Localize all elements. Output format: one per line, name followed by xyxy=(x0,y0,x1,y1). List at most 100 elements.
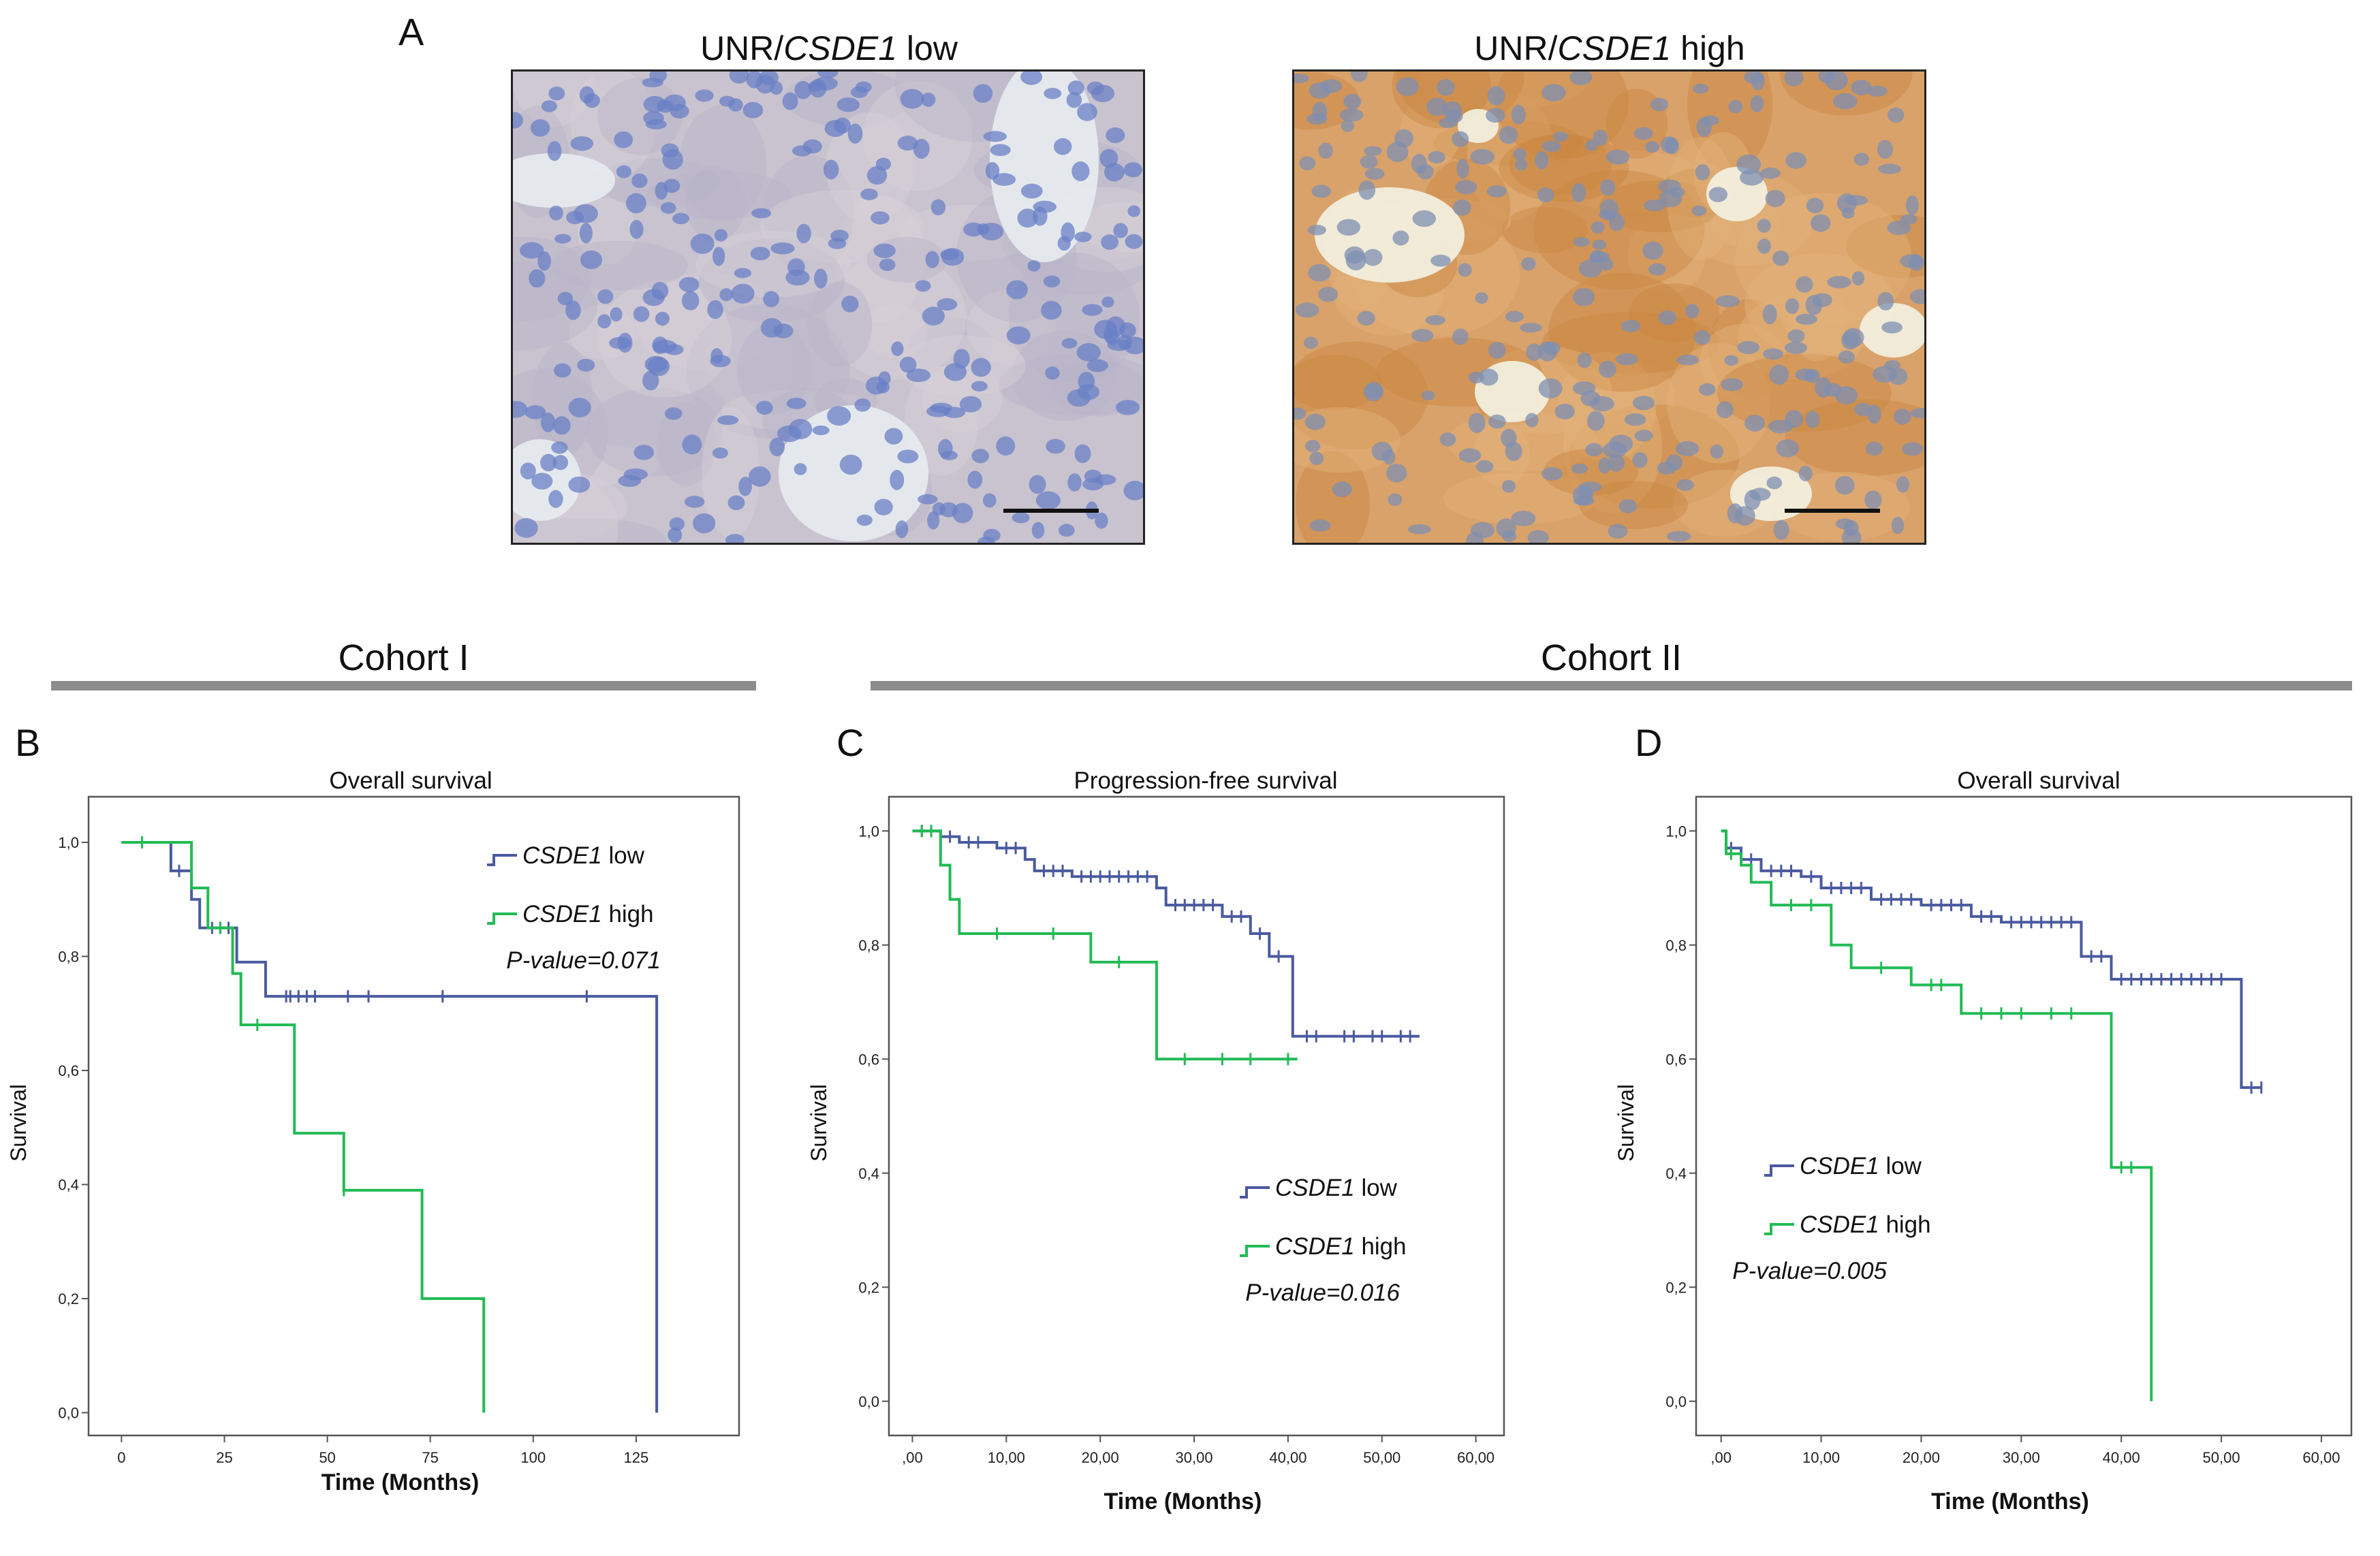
x-tick-label: 30,00 xyxy=(1176,1449,1213,1466)
nucleus xyxy=(751,208,772,219)
nucleus xyxy=(614,131,633,148)
nucleus xyxy=(865,377,888,395)
nucleus xyxy=(1513,148,1526,161)
nucleus xyxy=(1609,434,1633,454)
nucleus xyxy=(1768,419,1793,434)
nucleus xyxy=(1760,168,1781,179)
nucleus xyxy=(537,251,551,271)
nucleus xyxy=(839,454,862,475)
nucleus xyxy=(1437,79,1455,96)
nucleus xyxy=(1785,298,1800,315)
km-curve-high xyxy=(912,829,1298,1061)
nucleus xyxy=(1407,524,1431,535)
nucleus xyxy=(750,247,770,261)
nucleus xyxy=(1541,84,1566,101)
nucleus xyxy=(1364,168,1385,180)
nucleus xyxy=(1737,340,1760,354)
nucleus xyxy=(1765,189,1785,208)
nucleus xyxy=(925,251,939,268)
nucleus xyxy=(927,511,940,530)
x-tick-label: 0 xyxy=(117,1449,125,1466)
nucleus xyxy=(1041,300,1062,320)
nucleus xyxy=(1835,518,1854,530)
cohort-2-label: Cohort II xyxy=(1540,637,1682,678)
nucleus xyxy=(1364,146,1382,156)
nucleus xyxy=(1599,179,1616,196)
nucleus xyxy=(633,445,654,460)
image-title-low-suffix: low xyxy=(897,29,958,67)
y-tick-label: 0,6 xyxy=(1665,1051,1687,1068)
nucleus xyxy=(568,398,591,417)
nucleus xyxy=(1537,341,1558,362)
cohort-1-label: Cohort I xyxy=(338,637,469,678)
nucleus xyxy=(1624,413,1646,426)
nucleus xyxy=(1665,454,1682,471)
lumen xyxy=(990,72,1099,262)
nucleus xyxy=(1067,473,1082,492)
nucleus xyxy=(1841,528,1862,543)
stroma-patch xyxy=(1501,206,1588,253)
nucleus xyxy=(900,89,924,109)
nucleus xyxy=(1698,383,1716,396)
nucleus xyxy=(1496,518,1516,538)
nucleus xyxy=(895,520,909,539)
legend-symbol-high xyxy=(1240,1245,1270,1257)
nucleus xyxy=(1488,342,1506,359)
legend-symbol-low xyxy=(1240,1186,1270,1198)
nucleus xyxy=(554,234,571,244)
nucleus xyxy=(1071,161,1090,182)
nucleus xyxy=(1785,152,1807,169)
stroma-patch xyxy=(1008,253,1140,383)
nucleus xyxy=(1736,154,1761,175)
nucleus xyxy=(1020,183,1043,199)
nucleus xyxy=(529,269,546,288)
nucleus xyxy=(1336,219,1361,236)
nucleus xyxy=(990,144,1011,157)
stroma-patch xyxy=(1735,193,1912,327)
nucleus xyxy=(1585,443,1603,457)
nucleus xyxy=(1466,532,1484,543)
nucleus xyxy=(824,159,839,180)
chart-title: Progression-free survival xyxy=(1074,767,1337,794)
nucleus xyxy=(1412,210,1437,227)
nucleus xyxy=(1363,249,1383,266)
nucleus xyxy=(1308,264,1331,282)
nucleus xyxy=(1634,430,1653,442)
nucleus xyxy=(551,441,568,454)
nucleus xyxy=(1823,383,1843,397)
nucleus xyxy=(1843,195,1868,206)
stroma-patch xyxy=(836,195,926,322)
x-axis-label: Time (Months) xyxy=(1931,1489,2089,1514)
nucleus xyxy=(1571,182,1586,203)
nucleus xyxy=(1538,378,1563,398)
nucleus xyxy=(814,268,828,289)
nucleus xyxy=(959,396,982,413)
nucleus xyxy=(524,405,546,419)
nucleus xyxy=(1659,189,1682,208)
nucleus xyxy=(1452,328,1469,345)
y-axis-label: Survival xyxy=(807,1084,831,1162)
nucleus xyxy=(1650,97,1669,112)
nucleus xyxy=(1648,263,1666,276)
nucleus xyxy=(1525,413,1539,428)
nucleus xyxy=(577,358,595,372)
nucleus xyxy=(597,314,612,329)
nucleus xyxy=(1896,476,1910,493)
nucleus xyxy=(530,119,550,137)
stroma-patch xyxy=(647,170,792,219)
stroma-patch xyxy=(1785,399,1924,476)
nucleus xyxy=(973,84,993,103)
nucleus xyxy=(672,212,689,225)
nucleus xyxy=(712,447,728,459)
nucleus xyxy=(897,449,919,464)
nucleus xyxy=(1304,440,1321,453)
nucleus xyxy=(1744,72,1764,84)
nucleus xyxy=(971,358,991,377)
nucleus xyxy=(1344,246,1365,264)
stroma-patch xyxy=(695,231,851,298)
nucleus xyxy=(660,202,676,215)
x-tick-label: 50,00 xyxy=(1363,1449,1400,1466)
nucleus xyxy=(1785,341,1807,354)
nucleus xyxy=(1710,444,1724,459)
x-axis-label: Time (Months) xyxy=(322,1470,480,1495)
